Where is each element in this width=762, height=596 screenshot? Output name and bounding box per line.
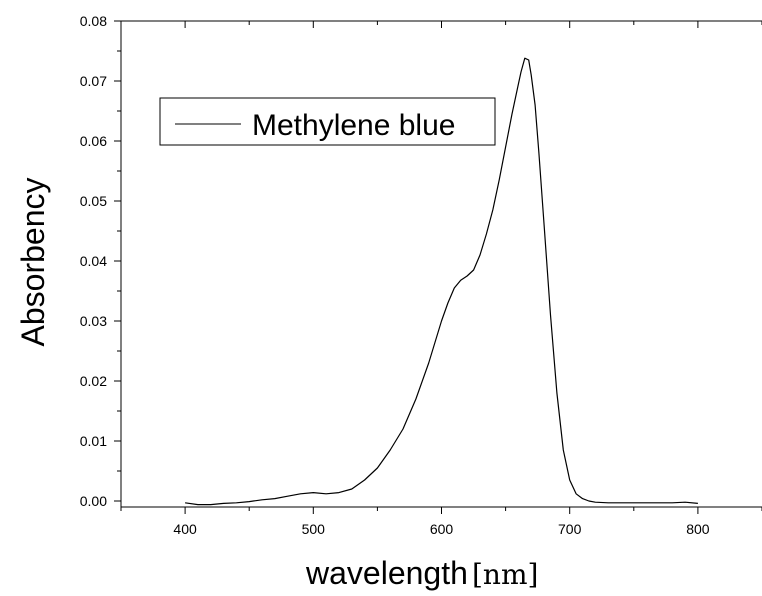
y-tick-label: 0.08 [80,13,107,29]
y-tick-label: 0.01 [80,433,107,449]
x-tick-label: 400 [173,521,197,537]
legend-label-methylene-blue: Methylene blue [252,109,455,142]
x-tick-label: 800 [686,521,710,537]
plot-frame [120,20,762,508]
series-layer [185,57,698,506]
y-tick-label: 0.00 [80,493,107,509]
y-tick-label: 0.06 [80,133,107,149]
legend-box [159,97,496,146]
y-axis-title: Absorbency [15,178,51,347]
x-tick-label: 700 [558,521,582,537]
y-tick-label: 0.07 [80,73,107,89]
y-tick-label: 0.03 [80,313,107,329]
x-tick-label: 500 [302,521,326,537]
x-axis: 400 500 600 700 800 [120,21,762,537]
y-axis: 0.00 0.01 0.02 0.03 0.04 0.05 0.06 0.07 0.08 [80,13,121,509]
legend: Methylene blue [159,97,496,146]
y-tick-label: 0.04 [80,253,107,269]
x-axis-unit: [nm] [472,558,538,591]
series-line-methylene-blue [185,57,698,506]
y-tick-label: 0.02 [80,373,107,389]
y-tick-label: 0.05 [80,193,107,209]
x-axis-title: wavelength [305,555,468,591]
x-tick-label: 600 [430,521,454,537]
